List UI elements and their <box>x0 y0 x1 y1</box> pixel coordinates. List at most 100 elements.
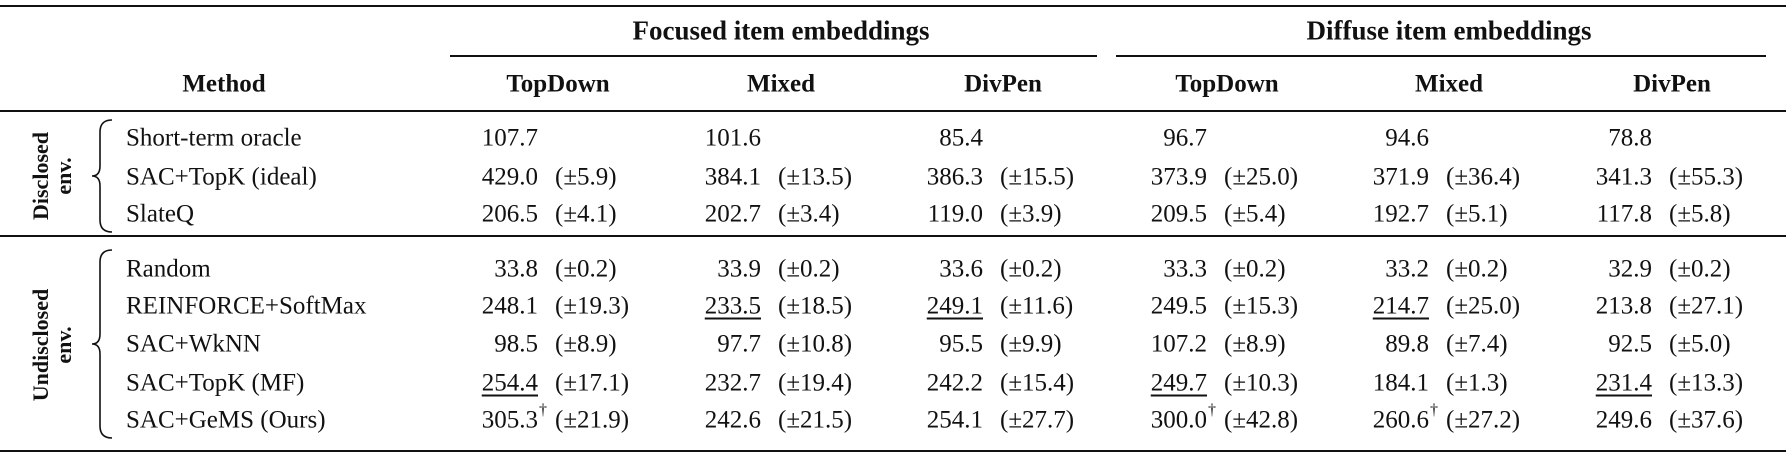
cell-std: (±13.3) <box>1669 369 1744 397</box>
cell-std: (±5.9) <box>555 163 617 191</box>
cell-std: (±9.9) <box>1000 330 1062 358</box>
cell-std: (±36.4) <box>1446 163 1521 191</box>
cell-value: 97.7 <box>717 330 761 358</box>
column-header: Method <box>182 70 266 98</box>
cell-std: (±55.3) <box>1669 163 1744 191</box>
cell-value: 206.5 <box>481 200 538 228</box>
cell-std: (±4.1) <box>555 200 617 228</box>
cell-std: (±0.2) <box>1224 255 1286 283</box>
cell-value: 117.8 <box>1596 200 1652 228</box>
header-rule <box>0 110 1786 112</box>
cell-value: 107.2 <box>1150 330 1207 358</box>
section-rule <box>0 235 1786 237</box>
group-rule <box>1116 55 1766 57</box>
cell-std: (±0.2) <box>778 255 840 283</box>
cell-value: 232.7 <box>704 369 761 397</box>
cell-std: (±7.4) <box>1446 330 1508 358</box>
column-header: Mixed <box>1414 70 1484 98</box>
cell-value: 107.7 <box>481 124 538 152</box>
dagger: † <box>1208 401 1216 419</box>
cell-std: (±0.2) <box>1000 255 1062 283</box>
group-header: Focused item embeddings <box>632 15 930 46</box>
cell-value: 249.5 <box>1150 292 1207 320</box>
section-label-line: env. <box>51 325 76 364</box>
cell-value: 300.0 <box>1150 406 1207 434</box>
cell-value: 254.4 <box>481 369 538 397</box>
cell-value: 341.3 <box>1595 163 1652 191</box>
column-header: TopDown <box>1175 70 1279 98</box>
cell-value: 305.3 <box>481 406 538 434</box>
cell-std: (±1.3) <box>1446 369 1508 397</box>
cell-value: 95.5 <box>939 330 983 358</box>
cell-value: 260.6 <box>1372 406 1429 434</box>
section-label-line: Undisclosed <box>27 288 53 401</box>
section-label-line: Disclosed <box>27 132 53 220</box>
cell-value: 85.4 <box>939 124 983 152</box>
cell-std: (±27.2) <box>1446 406 1521 434</box>
cell-value: 32.9 <box>1608 255 1652 283</box>
cell-value: 96.7 <box>1163 124 1207 152</box>
cell-std: (±25.0) <box>1446 292 1521 320</box>
cell-std: (±21.9) <box>555 406 630 434</box>
cell-value: 231.4 <box>1595 369 1652 397</box>
cell-value: 371.9 <box>1372 163 1429 191</box>
cell-std: (±8.9) <box>1224 330 1286 358</box>
section-label: Undisclosed env. <box>27 288 76 401</box>
cell-value: 209.5 <box>1150 200 1207 228</box>
cell-value: 213.8 <box>1595 292 1652 320</box>
cell-std: (±21.5) <box>778 406 853 434</box>
cell-value: 89.8 <box>1385 330 1429 358</box>
section-label-line: env. <box>51 157 76 195</box>
cell-value: 384.1 <box>704 163 761 191</box>
cell-value: 254.1 <box>926 406 983 434</box>
cell-value: 119.0 <box>927 200 983 228</box>
cell-std: (±27.7) <box>1000 406 1075 434</box>
cell-std: (±5.0) <box>1669 330 1731 358</box>
column-header: DivPen <box>1633 70 1711 98</box>
cell-value: 33.2 <box>1385 255 1429 283</box>
method-name: SAC+TopK (MF) <box>126 369 305 397</box>
column-header: DivPen <box>964 70 1042 98</box>
cell-value: 202.7 <box>704 200 761 228</box>
cell-value: 373.9 <box>1150 163 1207 191</box>
cell-std: (±27.1) <box>1669 292 1744 320</box>
cell-std: (±15.4) <box>1000 369 1075 397</box>
cell-std: (±5.1) <box>1446 200 1508 228</box>
cell-value: 249.1 <box>926 292 983 320</box>
cell-std: (±37.6) <box>1669 406 1744 434</box>
cell-value: 242.6 <box>704 406 761 434</box>
cell-std: (±42.8) <box>1224 406 1299 434</box>
cell-value: 249.7 <box>1150 369 1207 397</box>
cell-std: (±3.9) <box>1000 200 1062 228</box>
cell-value: 33.3 <box>1163 255 1207 283</box>
cell-value: 184.1 <box>1372 369 1429 397</box>
cell-value: 233.5 <box>704 292 761 320</box>
brace <box>91 119 113 233</box>
cell-value: 33.8 <box>494 255 538 283</box>
cell-std: (±3.4) <box>778 200 840 228</box>
cell-value: 101.6 <box>704 124 761 152</box>
cell-std: (±5.8) <box>1669 200 1731 228</box>
method-name: SAC+GeMS (Ours) <box>126 406 326 434</box>
cell-value: 214.7 <box>1372 292 1429 320</box>
cell-std: (±10.8) <box>778 330 853 358</box>
cell-std: (±8.9) <box>555 330 617 358</box>
cell-std: (±0.2) <box>1669 255 1731 283</box>
cell-value: 92.5 <box>1608 330 1652 358</box>
cell-value: 249.6 <box>1595 406 1652 434</box>
brace <box>91 249 113 439</box>
column-header: Mixed <box>746 70 816 98</box>
cell-std: (±25.0) <box>1224 163 1299 191</box>
method-name: Short-term oracle <box>126 124 302 152</box>
cell-std: (±18.5) <box>778 292 853 320</box>
cell-value: 94.6 <box>1385 124 1429 152</box>
cell-std: (±15.5) <box>1000 163 1075 191</box>
cell-value: 242.2 <box>926 369 983 397</box>
cell-value: 98.5 <box>494 330 538 358</box>
cell-std: (±5.4) <box>1224 200 1286 228</box>
cell-value: 429.0 <box>481 163 538 191</box>
method-name: SAC+WkNN <box>126 330 261 358</box>
cell-value: 33.6 <box>939 255 983 283</box>
dagger: † <box>1430 401 1438 419</box>
